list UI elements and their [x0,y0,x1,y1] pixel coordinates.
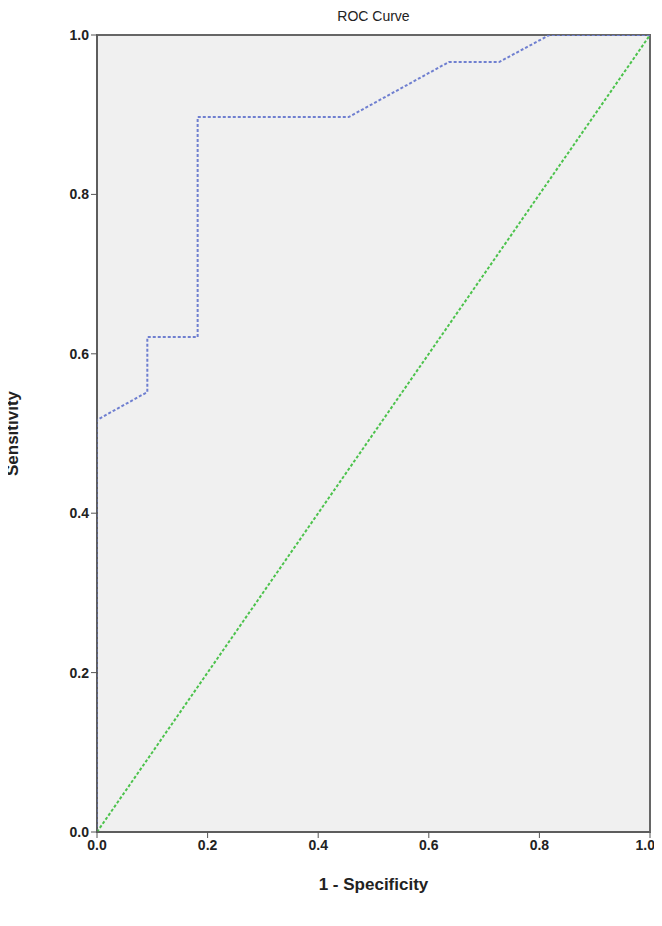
html-text:ROC Curve: ROC Curve [337,8,410,24]
svg-text:0.8: 0.8 [70,186,90,202]
svg-text:1.0: 1.0 [70,27,90,43]
svg-text:0.4: 0.4 [70,505,90,521]
svg-text:0.0: 0.0 [70,824,90,840]
svg-text:0.0: 0.0 [87,837,107,853]
svg-text:0.6: 0.6 [419,837,439,853]
svg-text:0.8: 0.8 [530,837,550,853]
svg-text:0.2: 0.2 [198,837,218,853]
svg-text:0.2: 0.2 [70,665,90,681]
svg-text:1 - Specificity: 1 - Specificity [319,875,429,894]
svg-text:Sensitivity: Sensitivity [8,390,22,476]
svg-text:0.4: 0.4 [308,837,328,853]
svg-text:1.0: 1.0 [636,837,654,853]
svg-text:0.6: 0.6 [70,346,90,362]
